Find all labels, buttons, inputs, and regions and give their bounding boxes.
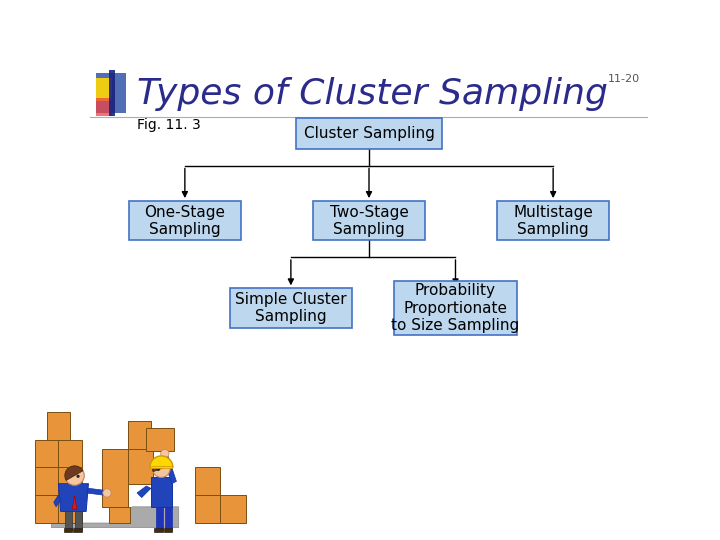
Bar xyxy=(163,528,173,532)
Circle shape xyxy=(161,449,169,458)
FancyBboxPatch shape xyxy=(297,118,441,149)
Text: Probability
Proportionate
to Size Sampling: Probability Proportionate to Size Sampli… xyxy=(392,283,520,333)
Circle shape xyxy=(76,475,80,478)
FancyBboxPatch shape xyxy=(394,281,517,335)
Bar xyxy=(64,528,72,532)
Circle shape xyxy=(153,460,170,477)
Bar xyxy=(220,495,246,523)
Text: Fig. 11. 3: Fig. 11. 3 xyxy=(138,118,201,132)
Wedge shape xyxy=(153,460,170,471)
Text: Two-Stage
Sampling: Two-Stage Sampling xyxy=(330,205,408,237)
Bar xyxy=(109,70,114,116)
Bar xyxy=(195,468,220,495)
Polygon shape xyxy=(72,495,77,509)
Bar xyxy=(156,507,163,530)
Text: Simple Cluster
Sampling: Simple Cluster Sampling xyxy=(235,292,347,324)
Bar xyxy=(66,511,72,530)
Bar xyxy=(151,477,172,507)
Bar xyxy=(154,528,163,532)
Bar xyxy=(96,78,112,101)
Text: Multistage
Sampling: Multistage Sampling xyxy=(513,205,593,237)
Polygon shape xyxy=(86,488,107,495)
Bar xyxy=(128,449,153,484)
Circle shape xyxy=(103,489,111,497)
Bar xyxy=(58,440,81,468)
FancyBboxPatch shape xyxy=(498,201,609,240)
Bar xyxy=(75,511,81,530)
Polygon shape xyxy=(51,507,179,528)
Bar xyxy=(47,412,70,440)
Bar xyxy=(35,468,58,495)
Bar xyxy=(58,468,81,495)
Text: Cluster Sampling: Cluster Sampling xyxy=(304,126,434,141)
Text: 11-20: 11-20 xyxy=(608,74,639,84)
Circle shape xyxy=(65,466,84,485)
Text: One-Stage
Sampling: One-Stage Sampling xyxy=(145,205,225,237)
Polygon shape xyxy=(54,495,60,507)
Bar xyxy=(35,495,58,523)
FancyBboxPatch shape xyxy=(129,201,240,240)
Bar xyxy=(35,440,58,468)
Polygon shape xyxy=(163,454,176,484)
Bar xyxy=(195,495,220,523)
Bar xyxy=(150,467,172,468)
Bar xyxy=(102,449,128,507)
Bar xyxy=(165,507,172,530)
Polygon shape xyxy=(137,486,151,497)
Bar xyxy=(128,421,151,449)
Circle shape xyxy=(157,468,160,471)
Bar xyxy=(58,495,81,523)
FancyBboxPatch shape xyxy=(230,288,352,328)
Wedge shape xyxy=(150,456,173,468)
Bar xyxy=(96,73,126,113)
Bar xyxy=(73,528,81,532)
Bar xyxy=(146,428,174,451)
Bar xyxy=(109,507,130,523)
Bar xyxy=(96,98,112,116)
Text: Types of Cluster Sampling: Types of Cluster Sampling xyxy=(138,77,608,111)
Wedge shape xyxy=(65,466,83,481)
Polygon shape xyxy=(58,484,89,511)
FancyBboxPatch shape xyxy=(313,201,425,240)
